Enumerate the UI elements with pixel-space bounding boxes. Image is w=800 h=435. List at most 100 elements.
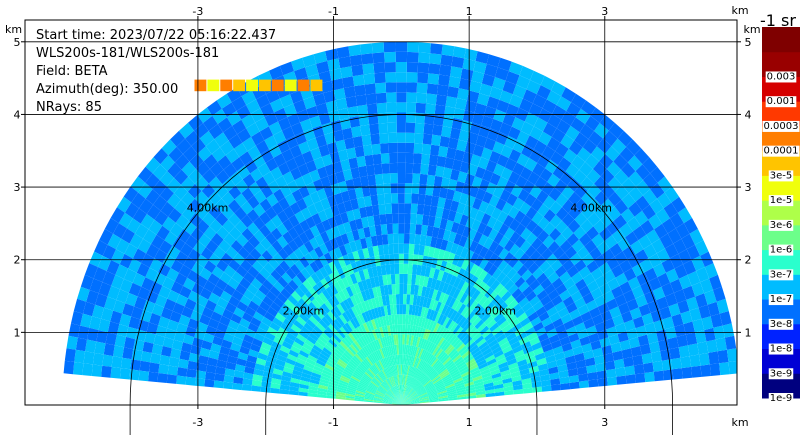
field-cell — [395, 283, 400, 295]
field-cell — [459, 214, 469, 226]
field-cell — [232, 382, 243, 391]
field-cell — [683, 260, 697, 275]
field-cell — [508, 171, 521, 185]
field-cell — [435, 206, 444, 219]
field-cell — [423, 245, 431, 257]
field-cell — [547, 289, 560, 301]
field-cell — [397, 173, 406, 184]
field-cell — [369, 256, 377, 268]
field-cell — [542, 99, 557, 114]
field-cell — [181, 342, 193, 353]
field-cell — [351, 375, 361, 383]
field-cell — [397, 183, 405, 194]
field-cell — [180, 176, 195, 192]
field-cell — [120, 357, 132, 370]
field-cell — [361, 360, 370, 370]
field-cell — [427, 390, 437, 396]
field-cell — [308, 332, 319, 342]
field-cell — [530, 376, 541, 383]
field-cell — [405, 375, 409, 386]
field-cell — [641, 353, 653, 364]
field-cell — [542, 122, 557, 137]
field-cell — [521, 301, 533, 313]
field-cell — [380, 359, 386, 369]
field-cell — [313, 51, 328, 64]
field-cell — [239, 151, 253, 166]
field-cell — [383, 284, 389, 296]
field-cell — [455, 244, 464, 257]
field-cell — [375, 393, 384, 398]
field-cell — [347, 106, 359, 118]
field-cell — [244, 366, 255, 375]
field-cell — [235, 265, 248, 278]
field-cell — [664, 243, 679, 259]
field-cell — [468, 207, 479, 220]
field-cell — [105, 332, 117, 346]
field-cell — [270, 301, 281, 313]
field-cell — [402, 364, 405, 375]
field-cell — [478, 234, 489, 247]
field-cell — [346, 147, 357, 160]
field-cell — [638, 303, 651, 317]
field-cell — [410, 203, 418, 214]
field-cell — [597, 377, 608, 387]
field-cell — [539, 168, 553, 182]
field-cell — [469, 80, 482, 94]
field-cell — [643, 173, 658, 190]
field-cell — [397, 395, 402, 405]
field-cell — [416, 387, 425, 394]
field-cell — [515, 354, 526, 363]
field-cell — [428, 246, 436, 258]
field-cell — [697, 341, 709, 355]
field-cell — [511, 303, 522, 314]
field-cell — [408, 253, 414, 265]
field-cell — [311, 328, 321, 339]
field-cell — [365, 390, 375, 396]
field-cell — [624, 365, 635, 376]
field-cell — [268, 65, 284, 80]
field-cell — [427, 354, 434, 364]
field-cell — [349, 54, 363, 67]
field-cell — [399, 294, 404, 305]
field-cell — [634, 210, 649, 226]
field-cell — [567, 177, 581, 192]
field-cell — [447, 320, 456, 331]
field-cell — [452, 46, 466, 59]
field-cell — [412, 264, 418, 275]
range-ring — [265, 259, 538, 406]
field-cell — [137, 286, 150, 301]
field-cell — [294, 210, 306, 224]
field-cell — [206, 364, 217, 374]
field-cell — [443, 377, 453, 384]
field-cell — [421, 350, 427, 361]
field-cell — [371, 204, 380, 216]
field-cell — [287, 353, 298, 362]
feature-cell — [271, 79, 284, 92]
field-cell — [621, 348, 633, 359]
field-cell — [529, 185, 542, 199]
field-cell — [420, 327, 426, 339]
field-cell — [220, 290, 232, 303]
field-cell — [323, 366, 334, 374]
field-cell — [400, 364, 402, 375]
field-cell — [215, 366, 226, 375]
field-cell — [203, 154, 218, 169]
field-cell — [332, 333, 342, 344]
field-cell — [562, 199, 575, 214]
field-cell — [389, 304, 394, 315]
field-cell — [316, 60, 330, 74]
field-cell — [423, 380, 433, 388]
field-cell — [401, 395, 406, 405]
field-cell — [306, 319, 316, 329]
field-cell — [213, 246, 226, 260]
field-cell — [231, 289, 244, 302]
field-cell — [607, 176, 622, 192]
field-cell — [308, 315, 319, 326]
field-cell — [152, 303, 164, 317]
field-cell — [384, 357, 390, 368]
field-cell — [403, 253, 409, 264]
field-cell — [659, 306, 672, 320]
field-cell — [456, 391, 467, 396]
field-cell — [366, 389, 376, 395]
field-cell — [403, 243, 410, 254]
